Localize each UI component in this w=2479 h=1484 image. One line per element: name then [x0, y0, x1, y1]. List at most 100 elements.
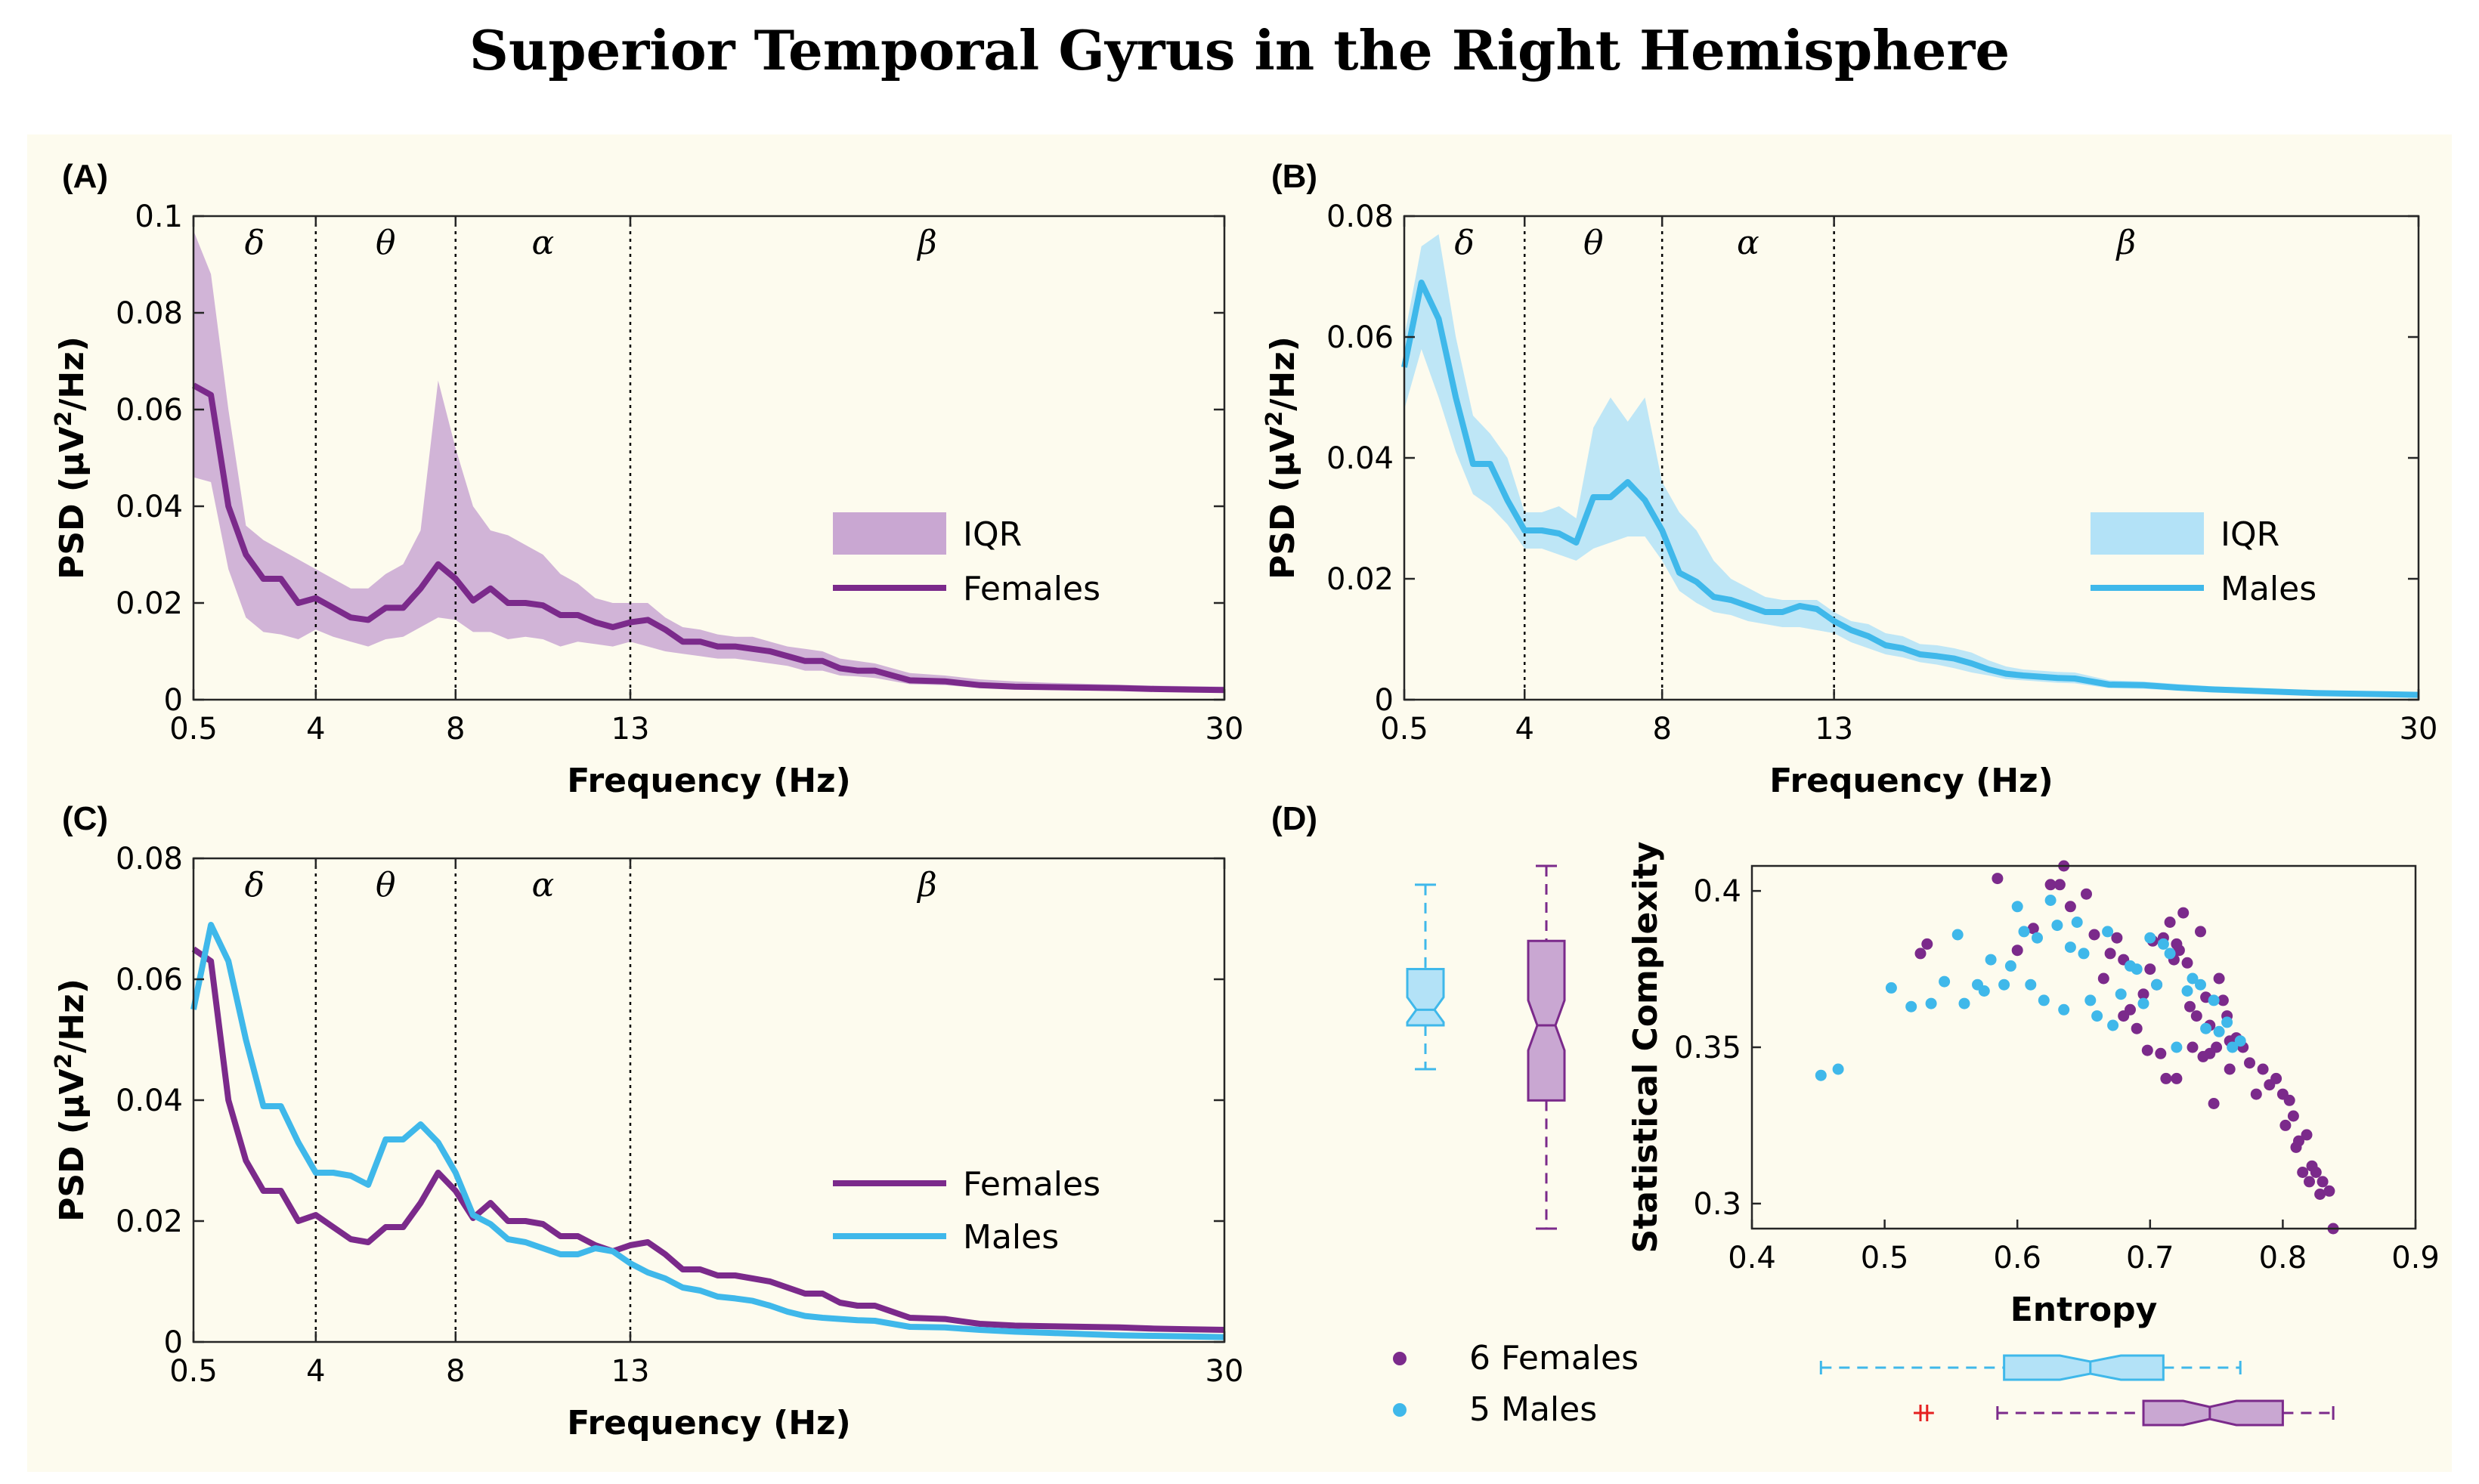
x-axis-label: Frequency (Hz): [567, 762, 851, 800]
scatter-point-females: [2171, 1072, 2183, 1084]
scatter-point-males: [2051, 920, 2063, 932]
scatter-point-females: [2213, 972, 2225, 985]
scatter-point-females: [2144, 963, 2156, 975]
scatter-point-females: [2293, 1135, 2304, 1147]
scatter-point-females: [2190, 1010, 2202, 1022]
legend-iqr-swatch: [833, 512, 946, 555]
scatter-point-males: [2025, 979, 2037, 991]
scatter-point-females: [2208, 1098, 2220, 1109]
panel-background: [27, 134, 2452, 1472]
x-tick-label: 0.8: [2259, 1241, 2307, 1275]
scatter-point-females: [2287, 1110, 2299, 1122]
scatter-point-males: [1832, 1063, 1844, 1075]
scatter-point-females: [2184, 1000, 2196, 1013]
x-tick-label: 13: [611, 712, 650, 747]
scatter-point-males: [2071, 917, 2083, 928]
x-tick-label: 13: [1815, 712, 1853, 747]
x-axis-label: Entropy: [2010, 1291, 2158, 1329]
x-tick-label: 0.6: [1993, 1241, 2041, 1275]
band-label: θ: [376, 224, 396, 262]
band-label: β: [916, 866, 936, 904]
scatter-point-males: [2131, 963, 2143, 975]
scatter-point-males: [2171, 1041, 2183, 1053]
y-tick-label: 0: [1375, 683, 1394, 718]
band-label: θ: [1583, 224, 1604, 262]
scatter-point-females: [2257, 1063, 2269, 1075]
scatter-point-males: [2107, 1019, 2119, 1031]
scatter-point-females: [2323, 1185, 2335, 1197]
y-tick-label: 0.3: [1693, 1187, 1741, 1222]
legend-label: IQR: [963, 515, 1022, 554]
scatter-point-males: [1939, 975, 1951, 988]
boxplot-box-males: [1406, 968, 1445, 1027]
x-tick-label: 4: [306, 1354, 325, 1389]
series-line-males: [1401, 280, 2419, 698]
legend-label: Females: [963, 1165, 1100, 1204]
scatter-point-females: [2204, 1047, 2216, 1059]
scatter-point-males: [1998, 979, 2010, 991]
scatter-point-females: [2081, 888, 2092, 900]
scatter-point-males: [2032, 932, 2043, 944]
series-line-females: [191, 946, 1225, 1333]
scatter-point-females: [2104, 948, 2116, 960]
scatter-point-females: [2224, 1063, 2236, 1075]
legend-label: IQR: [2221, 515, 2279, 554]
scatter-point-females: [2250, 1088, 2262, 1100]
scatter-point-females: [2310, 1167, 2322, 1178]
scatter-point-females: [2111, 932, 2123, 944]
scatter-point-females: [2195, 926, 2206, 938]
scatter-point-males: [1905, 1000, 1917, 1013]
scatter-point-females: [2011, 945, 2023, 957]
iqr-band-males: [1404, 234, 2419, 697]
band-label: α: [532, 866, 555, 904]
scatter-point-males: [2137, 997, 2149, 1009]
scatter-point-males: [2038, 994, 2050, 1006]
x-tick-label: 0.7: [2126, 1241, 2174, 1275]
scatter-point-females: [2301, 1129, 2313, 1141]
y-tick-label: 0.4: [1693, 874, 1741, 909]
scatter-point-females: [2044, 879, 2057, 891]
scatter-point-females: [2283, 1094, 2295, 1106]
scatter-point-females: [2155, 1047, 2167, 1059]
legend-iqr-swatch: [2091, 512, 2204, 555]
scatter-point-males: [1815, 1069, 1827, 1081]
scatter-point-females: [2053, 879, 2066, 891]
legend-marker: [1393, 1352, 1407, 1365]
band-label: β: [2115, 224, 2136, 262]
y-tick-label: 0.08: [116, 296, 183, 331]
x-tick-label: 8: [446, 1354, 465, 1389]
panel-c: (C) δ θ α β 0.5 4 8 13 30 0 0.02 0.04 0.06 0.08 Frequen…: [51, 800, 1243, 1442]
x-tick-label: 8: [446, 712, 465, 747]
y-tick-label: 0.35: [1674, 1031, 1741, 1065]
panel-label: (D): [1271, 800, 1317, 837]
y-tick-label: 0.06: [116, 963, 183, 997]
y-axis-label: PSD (µV2/Hz): [51, 979, 91, 1222]
scatter-point-males: [1978, 985, 1990, 997]
x-tick-label: 0.5: [1861, 1241, 1909, 1275]
legend-label: Males: [2221, 570, 2317, 608]
scatter-point-males: [2181, 985, 2193, 997]
y-tick-label: 0.1: [135, 199, 183, 234]
x-tick-label: 0.9: [2391, 1241, 2440, 1275]
plot-frame: [192, 215, 1226, 701]
scatter-point-females: [2141, 1044, 2153, 1056]
scatter-point-males: [2078, 948, 2090, 960]
x-tick-label: 0.5: [169, 712, 218, 747]
scatter-point-males: [2221, 1016, 2233, 1028]
scatter-point-females: [2097, 972, 2109, 985]
band-label: δ: [245, 224, 265, 262]
legend-label: Females: [963, 570, 1100, 608]
scatter-point-males: [1885, 982, 1897, 994]
scatter-point-females: [2187, 1041, 2199, 1053]
scatter-point-females: [2118, 1010, 2130, 1022]
y-tick-label: 0.06: [1326, 320, 1394, 355]
scatter-point-females: [2181, 957, 2193, 969]
legend-label: Males: [963, 1218, 1059, 1257]
y-axis-label: Statistical Complexity: [1626, 842, 1665, 1254]
series-line-males: [190, 922, 1225, 1340]
scatter-point-males: [2195, 979, 2206, 991]
scatter-point-males: [2157, 938, 2169, 950]
scatter-point-females: [1914, 948, 1927, 960]
boxplot-box-females: [2142, 1399, 2284, 1427]
scatter-point-males: [1958, 997, 1970, 1009]
